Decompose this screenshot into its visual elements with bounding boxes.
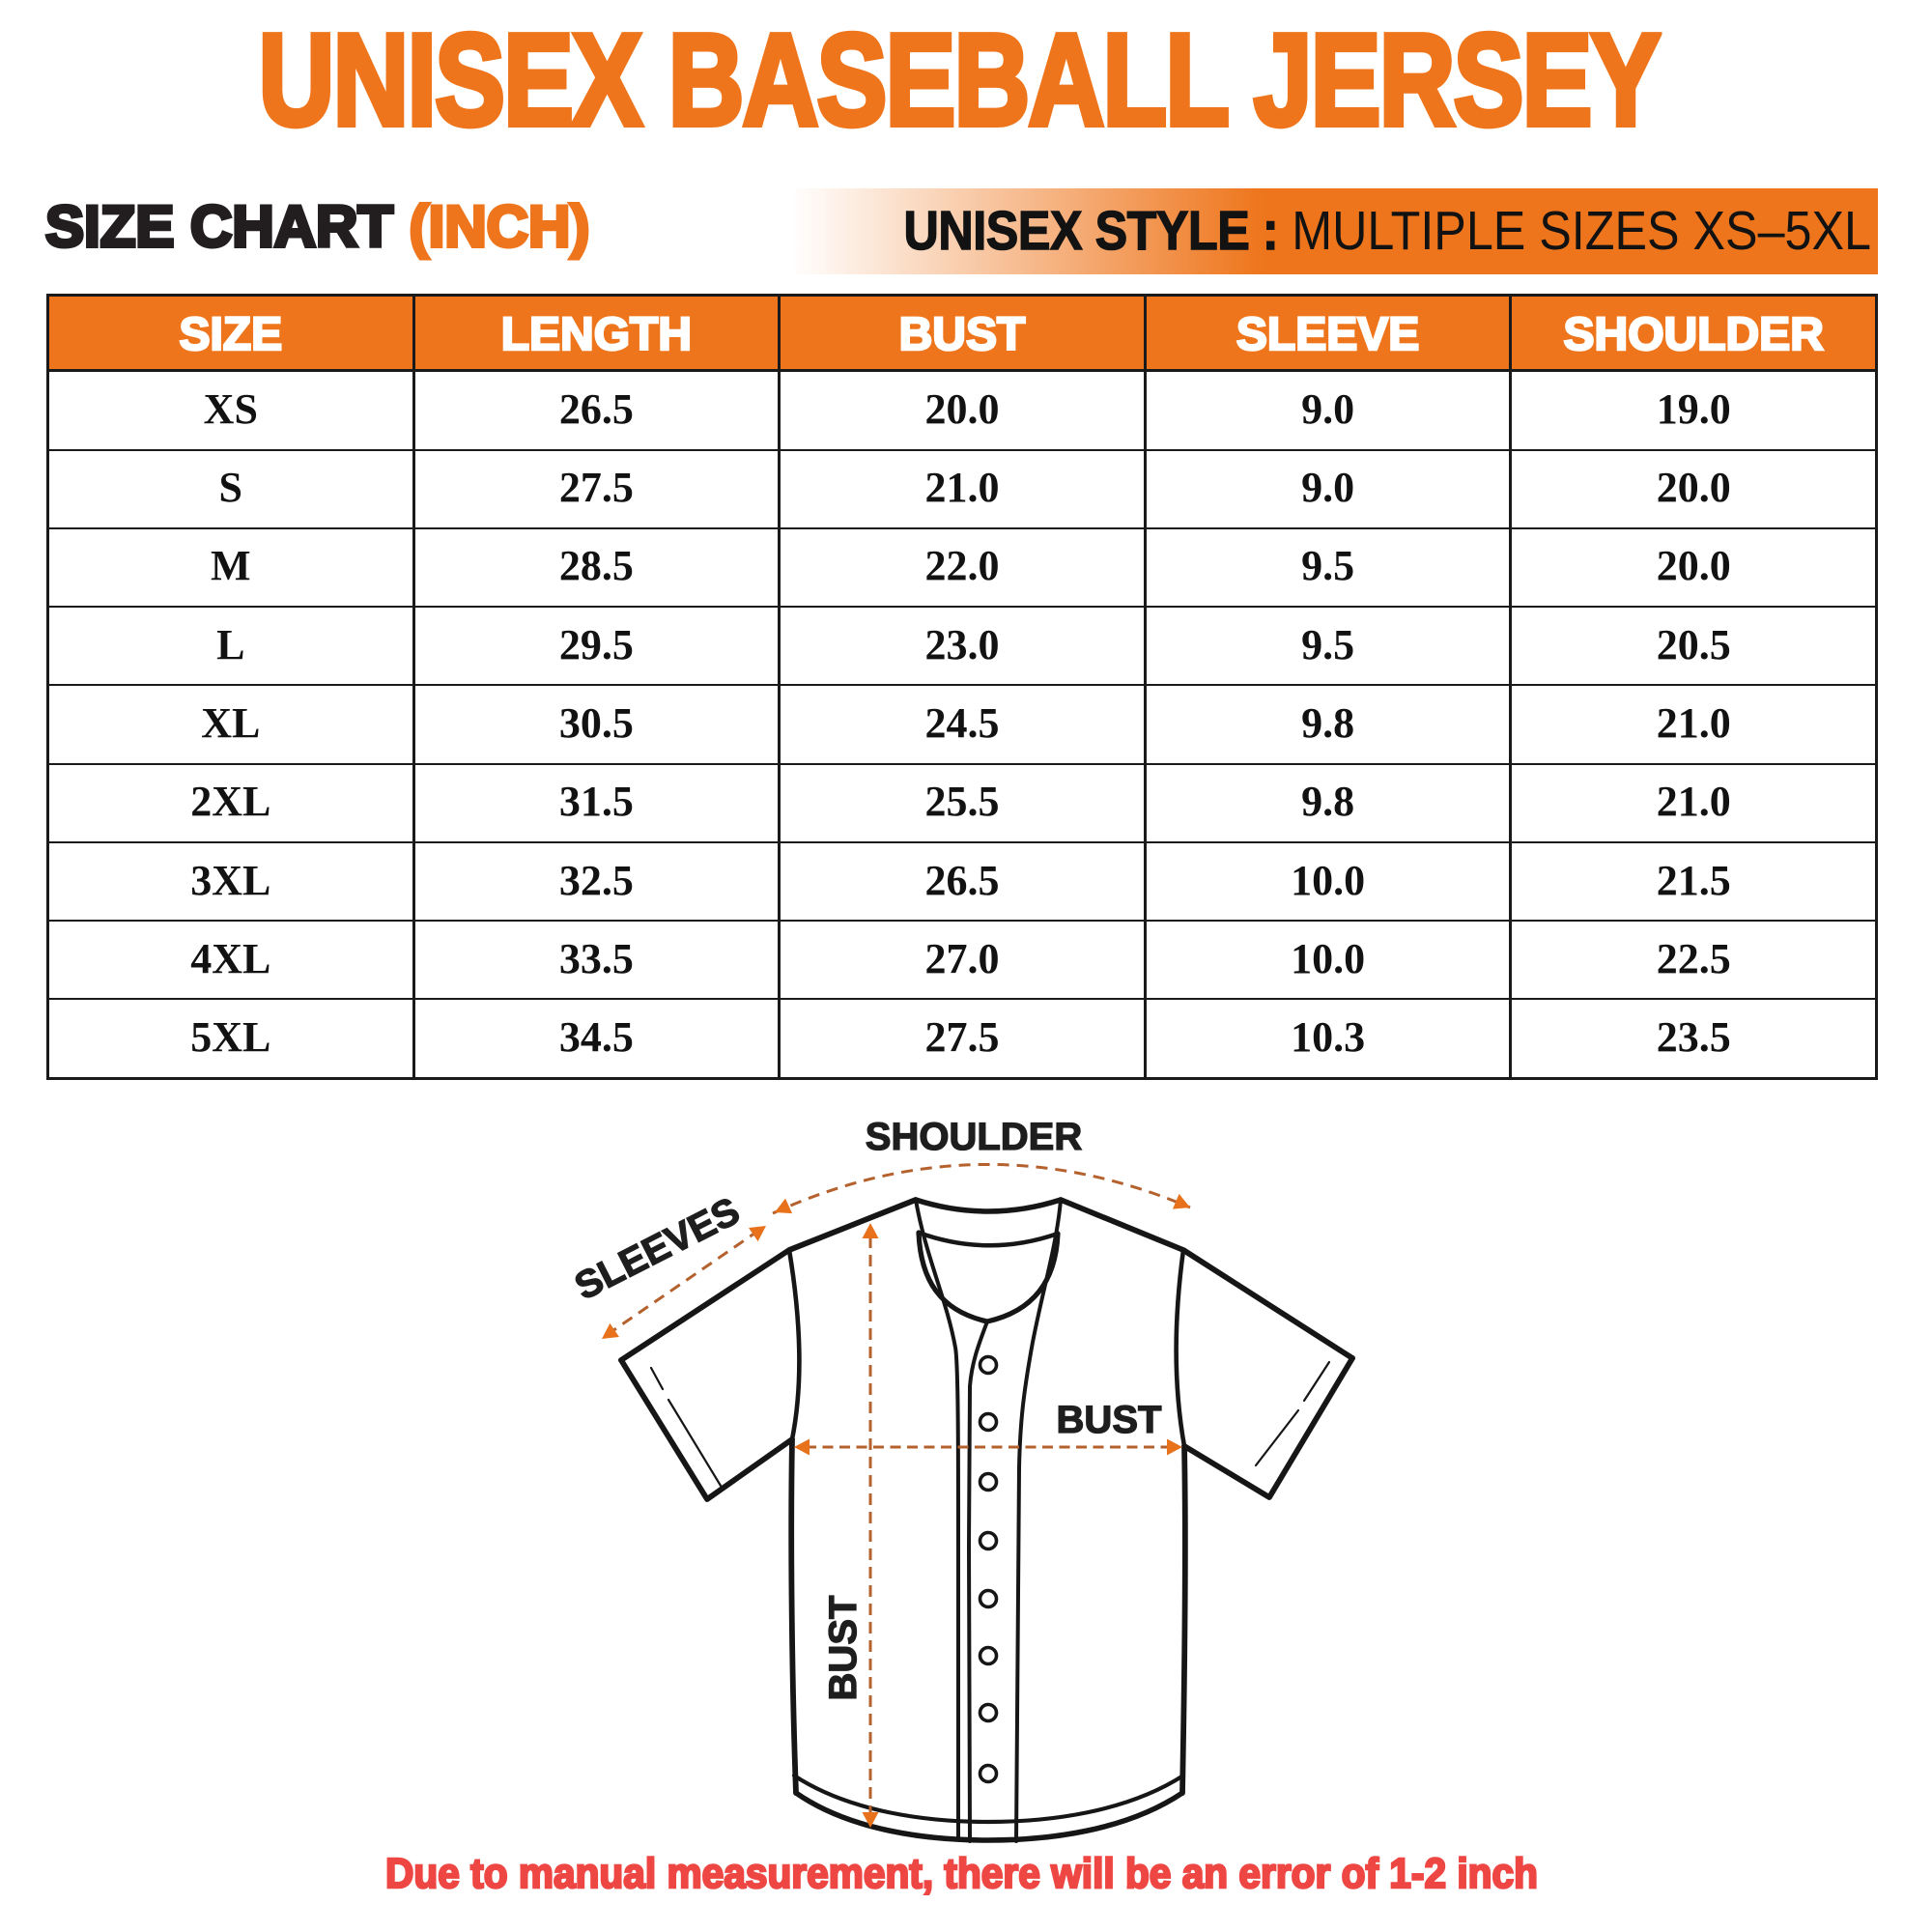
svg-text:SHOULDER: SHOULDER — [866, 1116, 1083, 1158]
svg-text:SLEEVES: SLEEVES — [568, 1189, 746, 1308]
svg-text:BUST: BUST — [1057, 1399, 1162, 1441]
svg-text:BUST: BUST — [822, 1596, 865, 1701]
